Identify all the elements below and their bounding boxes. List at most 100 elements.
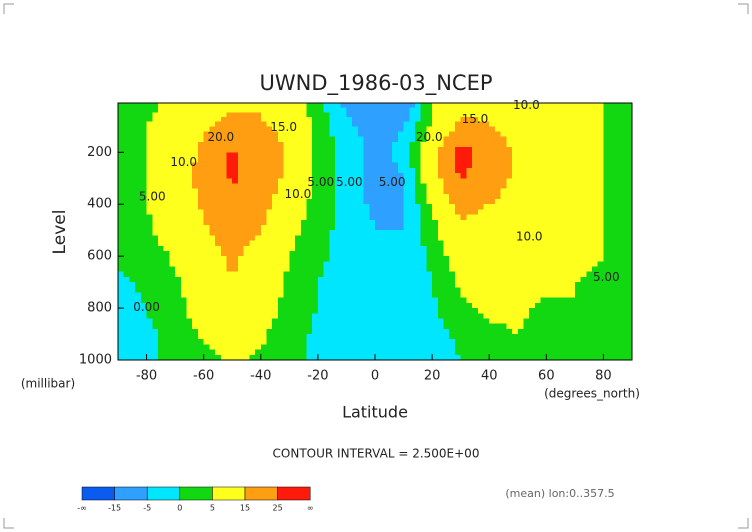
field-cell (260, 188, 268, 195)
field-cell (283, 334, 290, 340)
field-cell (169, 276, 176, 283)
field-cell (192, 162, 199, 169)
field-cell (226, 126, 233, 133)
field-cell (403, 152, 410, 159)
field-cell (220, 214, 228, 221)
field-cell (323, 339, 330, 346)
field-cell (386, 323, 393, 330)
field-cell (375, 112, 382, 118)
field-cell (335, 323, 342, 330)
field-cell (506, 323, 513, 330)
field-cell (403, 157, 410, 164)
field-cell (403, 204, 410, 211)
field-cell (215, 147, 222, 153)
field-cell (129, 147, 136, 153)
field-cell (277, 282, 285, 288)
field-cell (209, 230, 216, 236)
field-cell (152, 103, 159, 109)
field-cell (232, 313, 239, 320)
field-cell (335, 178, 342, 185)
field-cell (494, 334, 502, 340)
field-cell (118, 271, 125, 278)
field-cell (614, 240, 622, 247)
field-cell (186, 188, 193, 195)
field-cell (603, 219, 610, 226)
field-cell (580, 328, 587, 335)
field-cell (477, 230, 485, 236)
field-cell (146, 318, 153, 325)
field-cell (140, 245, 148, 252)
field-cell (409, 219, 416, 226)
field-cell (477, 209, 485, 216)
contour-label: 20.0 (416, 130, 443, 144)
field-cell (620, 199, 627, 205)
field-cell (569, 141, 576, 148)
field-cell (255, 240, 262, 247)
subtitle: CONTOUR INTERVAL = 2.500E+00 (273, 447, 480, 461)
field-cell (346, 103, 353, 109)
field-cell (203, 339, 210, 346)
field-cell (426, 178, 433, 185)
field-cell (626, 131, 633, 138)
field-cell (580, 112, 587, 118)
field-cell (375, 339, 382, 346)
field-cell (523, 112, 530, 118)
field-cell (323, 136, 330, 143)
field-cell (123, 250, 131, 257)
field-cell (192, 199, 199, 205)
field-cell (517, 126, 525, 133)
field-cell (443, 167, 450, 174)
field-cell (523, 256, 530, 262)
field-cell (432, 287, 439, 294)
field-cell (329, 103, 336, 109)
field-cell (420, 112, 427, 118)
field-cell (123, 339, 131, 346)
field-cell (392, 235, 399, 242)
field-cell (403, 136, 410, 143)
field-cell (260, 204, 268, 211)
field-cell (352, 250, 359, 257)
field-cell (197, 292, 205, 299)
field-cell (140, 112, 148, 118)
field-cell (283, 103, 290, 109)
field-cell (620, 245, 627, 252)
field-cell (620, 308, 627, 314)
field-cell (403, 240, 410, 247)
field-cell (220, 271, 228, 278)
field-cell (363, 219, 370, 226)
field-cell (255, 225, 262, 231)
field-cell (557, 245, 565, 252)
field-cell (494, 107, 502, 113)
field-cell (437, 152, 445, 159)
field-cell (449, 147, 456, 153)
field-cell (380, 204, 388, 211)
field-cell (215, 318, 222, 325)
field-cell (597, 292, 605, 299)
field-cell (437, 282, 445, 288)
field-cell (266, 178, 273, 185)
field-cell (375, 209, 382, 216)
field-cell (175, 308, 182, 314)
field-cell (472, 282, 479, 288)
field-cell (443, 328, 450, 335)
field-cell (546, 147, 553, 153)
field-cell (437, 107, 445, 113)
field-cell (483, 334, 490, 340)
field-cell (409, 344, 416, 351)
field-cell (597, 318, 605, 325)
field-cell (266, 167, 273, 174)
field-cell (140, 328, 148, 335)
field-cell (260, 162, 268, 169)
field-cell (180, 271, 188, 278)
field-cell (129, 323, 136, 330)
field-cell (557, 240, 565, 247)
field-cell (180, 103, 188, 109)
field-cell (232, 152, 239, 159)
field-cell (283, 167, 290, 174)
field-cell (146, 349, 153, 356)
field-cell (483, 266, 490, 273)
field-cell (175, 178, 182, 185)
field-cell (546, 308, 553, 314)
field-cell (552, 219, 559, 226)
field-cell (557, 209, 565, 216)
